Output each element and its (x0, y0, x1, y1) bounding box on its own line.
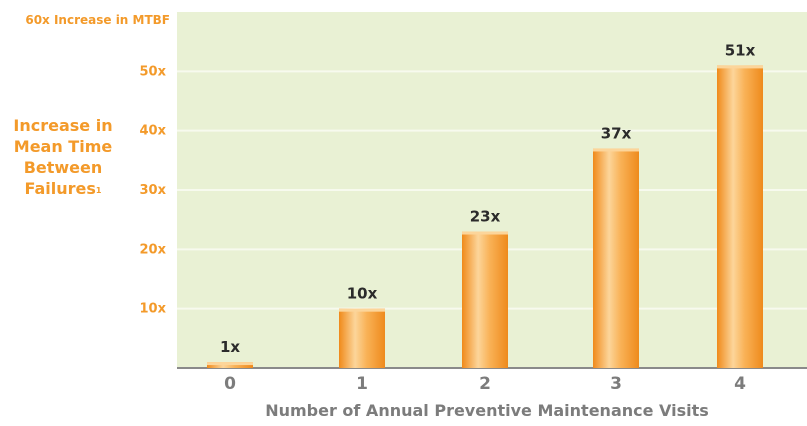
bar (717, 65, 763, 369)
x-tick-label: 3 (610, 374, 622, 394)
bar-top-highlight (339, 308, 385, 312)
label-layer: 10x 20x 30x 40x 50x 60x Increase in MTBF 1x 0 10… (25, 13, 755, 420)
y-axis-title-footnote: 1 (95, 186, 102, 195)
y-tick-label: 20x (140, 242, 167, 257)
bar-top-highlight (717, 65, 763, 69)
x-tick-label: 0 (224, 374, 236, 394)
data-label: 37x (601, 124, 632, 142)
x-tick-label: 1 (356, 374, 368, 394)
y-axis-title-text: Increase in Mean Time Between Failures (13, 116, 113, 198)
bar-layer (207, 65, 763, 369)
y-axis-title: Increase in Mean Time Between Failures1 (0, 115, 126, 199)
bar-top-highlight (593, 148, 639, 152)
y-tick-label: 10x (140, 302, 167, 317)
data-label: 51x (725, 41, 756, 59)
x-axis-title: Number of Annual Preventive Maintenance … (265, 401, 709, 420)
y-tick-label: 40x (140, 124, 167, 139)
data-label: 10x (347, 285, 378, 303)
bar (339, 308, 385, 368)
data-label: 23x (470, 208, 501, 226)
y-axis-top-label: 60x Increase in MTBF (25, 13, 170, 27)
y-tick-label: 50x (140, 64, 167, 79)
bar (593, 148, 639, 368)
bar (462, 231, 508, 368)
x-tick-label: 4 (734, 374, 746, 394)
data-label: 1x (220, 338, 240, 356)
bar-top-highlight (207, 362, 253, 366)
x-tick-label: 2 (479, 374, 491, 394)
bar-top-highlight (462, 231, 508, 235)
y-tick-label: 30x (140, 183, 167, 198)
